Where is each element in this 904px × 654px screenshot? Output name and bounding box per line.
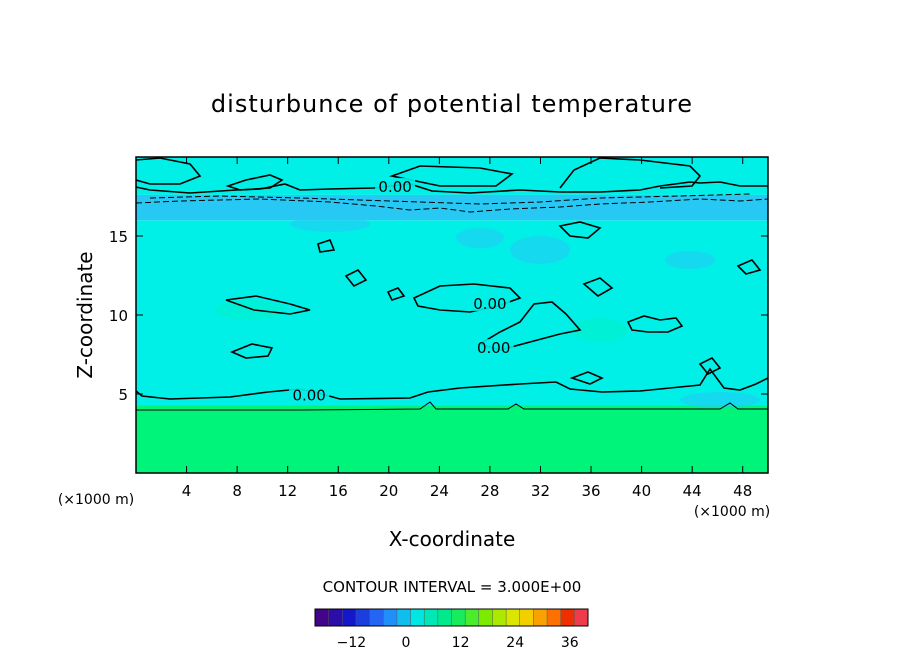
contour-label: 0.00 <box>378 178 411 196</box>
contour-line-right-blob <box>626 315 684 333</box>
plot-area <box>136 157 768 473</box>
x-tick-label: 8 <box>232 482 242 500</box>
x-tick-label: 12 <box>278 482 297 500</box>
cool-patch <box>510 236 570 264</box>
cool-patch <box>290 216 370 232</box>
colorbar-swatch <box>465 609 480 626</box>
contour-line-small <box>698 356 722 376</box>
x-tick-label: 16 <box>329 482 348 500</box>
colorbar-frame <box>314 608 589 627</box>
x-tick-label: 48 <box>733 482 752 500</box>
x-ticks: 4 8 12 16 20 24 28 32 36 40 44 48 <box>182 157 752 500</box>
contour-line-small <box>736 259 762 275</box>
contour-line-small <box>569 371 604 385</box>
colorbar-swatch <box>328 609 343 626</box>
field-patches <box>215 216 760 408</box>
contour-line-upper-ring <box>558 221 602 239</box>
colorbar-swatch <box>451 609 466 626</box>
dashed-contour-lines <box>136 193 768 213</box>
colorbar-swatch <box>437 609 452 626</box>
x-axis-label: X-coordinate <box>389 527 516 551</box>
contour-line-top-blob <box>225 174 284 191</box>
colorbar-swatch <box>519 609 534 626</box>
x-tick-label: 20 <box>379 482 398 500</box>
cool-patch <box>665 251 715 269</box>
contour-line-small <box>386 287 406 301</box>
colorbar-swatch <box>547 609 562 626</box>
x-tick-label: 44 <box>683 482 702 500</box>
warm-patch <box>215 300 285 320</box>
contour-line-top-right <box>559 157 702 189</box>
contour-line-top-left <box>136 157 202 185</box>
contour-label-bg <box>469 294 510 311</box>
x-unit-label: (×1000 m) <box>694 504 770 520</box>
colorbar-tick-label: 0 <box>402 635 411 651</box>
contour-line-left-ring <box>229 343 274 359</box>
field-band <box>136 194 768 221</box>
colorbar <box>314 609 589 626</box>
cool-patch <box>680 392 760 408</box>
contour-label-bg <box>473 339 514 356</box>
colorbar-swatch <box>315 609 330 626</box>
colorbar-swatch <box>506 609 521 626</box>
colorbar-swatch <box>574 609 589 626</box>
colorbar-swatch <box>410 609 425 626</box>
colorbar-swatch <box>478 609 493 626</box>
field-band <box>136 157 768 195</box>
x-tick-label: 32 <box>531 482 550 500</box>
x-tick-label: 28 <box>480 482 499 500</box>
contour-label: 0.00 <box>473 295 506 313</box>
x-tick-label: 4 <box>182 482 192 500</box>
contour-line-mid-lower <box>478 301 582 351</box>
colorbar-swatch <box>342 609 357 626</box>
colorbar-tick-label: 12 <box>452 635 470 651</box>
contour-line-zero-lower <box>136 367 768 400</box>
warm-patch <box>572 318 628 342</box>
colorbar-swatch <box>424 609 439 626</box>
colorbar-swatch <box>533 609 548 626</box>
x-tick-label: 40 <box>632 482 651 500</box>
colorbar-swatch <box>383 609 398 626</box>
y-axis-label: Z-coordinate <box>73 251 97 378</box>
z-unit-label: (×1000 m) <box>58 492 134 508</box>
contour-interval-label: CONTOUR INTERVAL = 3.000E+00 <box>323 578 582 596</box>
contour-line-top-mid <box>389 165 514 187</box>
contour-line-zero-crest <box>136 401 768 411</box>
cool-patch <box>456 228 504 248</box>
x-tick-label: 36 <box>581 482 600 500</box>
contour-lines <box>136 157 768 411</box>
y-tick-label: 5 <box>118 386 128 404</box>
colorbar-tick-label: 24 <box>506 635 524 651</box>
colorbar-ticks: −12 0 12 24 36 <box>337 635 579 651</box>
colorbar-swatch <box>355 609 371 626</box>
contour-label: 0.00 <box>477 339 510 357</box>
contour-line-cluster <box>225 295 311 315</box>
contour-label-bg <box>375 178 416 195</box>
contour-label: 0.00 <box>292 387 325 405</box>
contour-line-negative <box>149 193 751 205</box>
contour-line-small <box>317 239 336 253</box>
y-tick-label: 10 <box>109 307 128 325</box>
colorbar-swatch <box>492 609 507 626</box>
colorbar-tick-label: −12 <box>337 635 367 651</box>
colorbar-tick-label: 36 <box>561 635 579 651</box>
colorbar-swatch <box>396 609 412 626</box>
colorbar-swatch <box>369 609 384 626</box>
x-tick-label: 24 <box>430 482 449 500</box>
contour-labels: 0.00 0.00 0.00 0.00 <box>289 178 514 405</box>
y-tick-label: 15 <box>109 228 128 246</box>
field-band <box>136 405 768 473</box>
colorbar-swatch <box>560 609 575 626</box>
chart-title: disturbunce of potential temperature <box>211 90 693 118</box>
contour-label-bg <box>289 386 330 403</box>
y-ticks: 5 10 15 <box>109 228 768 404</box>
contour-line-small <box>344 268 368 288</box>
contour-line-negative <box>136 198 768 213</box>
contour-line-mid-ring <box>582 277 614 297</box>
